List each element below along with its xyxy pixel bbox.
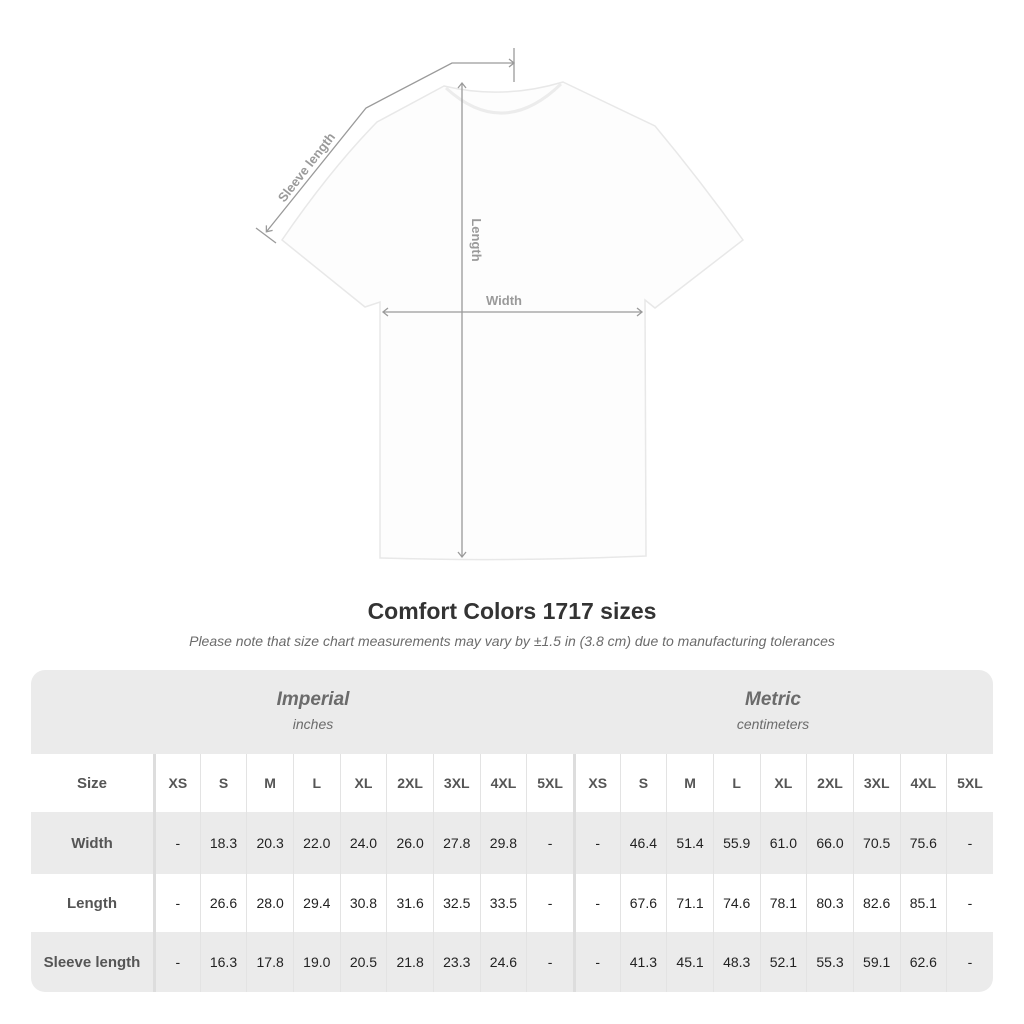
table-row: Width -18.3 20.3 22.0 24.0 26.0 27.8 29.8- -46.4… bbox=[31, 812, 993, 874]
cell-metric: - bbox=[572, 932, 620, 992]
cell-imperial: 27.8 bbox=[432, 812, 480, 874]
cell-metric: 78.1 bbox=[759, 874, 807, 932]
size-header: 5XL bbox=[946, 754, 993, 812]
tolerance-note: Please note that size chart measurements… bbox=[189, 633, 835, 649]
cell-metric: 80.3 bbox=[806, 874, 853, 932]
size-label: Size bbox=[76, 774, 107, 792]
size-header: 3XL bbox=[432, 754, 480, 812]
cell-metric: 62.6 bbox=[899, 932, 947, 992]
cell-metric: 85.1 bbox=[899, 874, 947, 932]
cell-metric: - bbox=[572, 812, 620, 874]
cell-metric: 71.1 bbox=[666, 874, 713, 932]
size-header: XL bbox=[339, 754, 387, 812]
cell-metric: 52.1 bbox=[759, 932, 807, 992]
size-table: Imperial inches Metric centimeters Size X… bbox=[31, 670, 993, 992]
cell-imperial: 32.5 bbox=[432, 874, 480, 932]
row-label: Sleeve length bbox=[43, 953, 141, 971]
cell-imperial: 19.0 bbox=[292, 932, 340, 992]
cell-imperial: 17.8 bbox=[246, 932, 293, 992]
size-header: 2XL bbox=[806, 754, 853, 812]
cell-imperial: - bbox=[153, 812, 200, 874]
group-unit: inches bbox=[292, 716, 334, 732]
cell-imperial: 30.8 bbox=[339, 874, 387, 932]
cell-imperial: 28.0 bbox=[246, 874, 293, 932]
cell-metric: 75.6 bbox=[899, 812, 947, 874]
cell-imperial: - bbox=[526, 932, 573, 992]
cell-imperial: - bbox=[526, 874, 573, 932]
cell-metric: 61.0 bbox=[759, 812, 807, 874]
cell-metric: - bbox=[946, 932, 993, 992]
cell-metric: 74.6 bbox=[712, 874, 760, 932]
group-unit: centimeters bbox=[736, 716, 810, 732]
cell-metric: 82.6 bbox=[852, 874, 900, 932]
size-header: XL bbox=[759, 754, 807, 812]
cell-metric: - bbox=[572, 874, 620, 932]
size-header: 2XL bbox=[386, 754, 433, 812]
group-name: Metric bbox=[745, 689, 801, 710]
cell-metric: 51.4 bbox=[666, 812, 713, 874]
cell-metric: 55.3 bbox=[806, 932, 853, 992]
size-header: XS bbox=[153, 754, 200, 812]
size-header: L bbox=[712, 754, 760, 812]
size-header: M bbox=[666, 754, 713, 812]
size-header: M bbox=[246, 754, 293, 812]
group-header-band bbox=[31, 670, 993, 754]
cell-metric: - bbox=[946, 874, 993, 932]
cell-metric: - bbox=[946, 812, 993, 874]
row-label: Length bbox=[67, 894, 117, 912]
cell-imperial: 26.6 bbox=[199, 874, 247, 932]
cell-metric: 46.4 bbox=[619, 812, 667, 874]
row-band bbox=[31, 812, 993, 874]
cell-metric: 67.6 bbox=[619, 874, 667, 932]
size-header-row: Size XS S M L XL 2XL 3XL 4XL 5XL XS S M L XL 2XL 3XL 4XL 5… bbox=[31, 754, 993, 812]
cell-imperial: 31.6 bbox=[386, 874, 433, 932]
cell-imperial: - bbox=[153, 932, 200, 992]
cell-imperial: 20.3 bbox=[246, 812, 293, 874]
cell-imperial: 33.5 bbox=[479, 874, 527, 932]
cell-imperial: 18.3 bbox=[199, 812, 247, 874]
cell-imperial: 23.3 bbox=[432, 932, 480, 992]
row-label: Width bbox=[71, 834, 113, 852]
cell-metric: 59.1 bbox=[852, 932, 900, 992]
cell-imperial: 21.8 bbox=[386, 932, 433, 992]
imperial-group: Imperial inches bbox=[153, 670, 473, 754]
length-label: Length bbox=[469, 218, 484, 261]
width-label: Width bbox=[486, 293, 522, 308]
sleeve-length-dimension bbox=[255, 48, 516, 244]
cell-imperial: - bbox=[153, 874, 200, 932]
row-band bbox=[31, 932, 993, 992]
cell-imperial: 16.3 bbox=[199, 932, 247, 992]
size-header: 5XL bbox=[526, 754, 573, 812]
cell-metric: 41.3 bbox=[619, 932, 667, 992]
cell-imperial: 24.6 bbox=[479, 932, 527, 992]
tshirt-shape bbox=[280, 81, 745, 561]
cell-metric: 45.1 bbox=[666, 932, 713, 992]
size-header: S bbox=[199, 754, 247, 812]
size-header: 3XL bbox=[852, 754, 900, 812]
size-header: XS bbox=[572, 754, 620, 812]
table-row: Length -26.6 28.0 29.4 30.8 31.6 32.5 33.5- -67.… bbox=[31, 874, 993, 932]
cell-metric: 55.9 bbox=[712, 812, 760, 874]
size-header: 4XL bbox=[899, 754, 947, 812]
size-header: L bbox=[292, 754, 340, 812]
cell-imperial: 22.0 bbox=[292, 812, 340, 874]
cell-imperial: 20.5 bbox=[339, 932, 387, 992]
page-title: Comfort Colors 1717 sizes bbox=[367, 598, 657, 624]
metric-group: Metric centimeters bbox=[613, 670, 933, 754]
cell-imperial: 24.0 bbox=[339, 812, 387, 874]
size-header: S bbox=[619, 754, 667, 812]
tshirt-diagram: Sleeve length Length Width bbox=[255, 48, 745, 561]
cell-metric: 66.0 bbox=[806, 812, 853, 874]
size-header: 4XL bbox=[479, 754, 527, 812]
cell-imperial: 29.8 bbox=[479, 812, 527, 874]
group-name: Imperial bbox=[276, 689, 350, 710]
table-row: Sleeve length -16.3 17.8 19.0 20.5 21.8 23.3 24… bbox=[31, 932, 993, 992]
cell-metric: 48.3 bbox=[712, 932, 760, 992]
cell-imperial: 29.4 bbox=[292, 874, 340, 932]
cell-imperial: 26.0 bbox=[386, 812, 433, 874]
cell-imperial: - bbox=[526, 812, 573, 874]
cell-metric: 70.5 bbox=[852, 812, 900, 874]
